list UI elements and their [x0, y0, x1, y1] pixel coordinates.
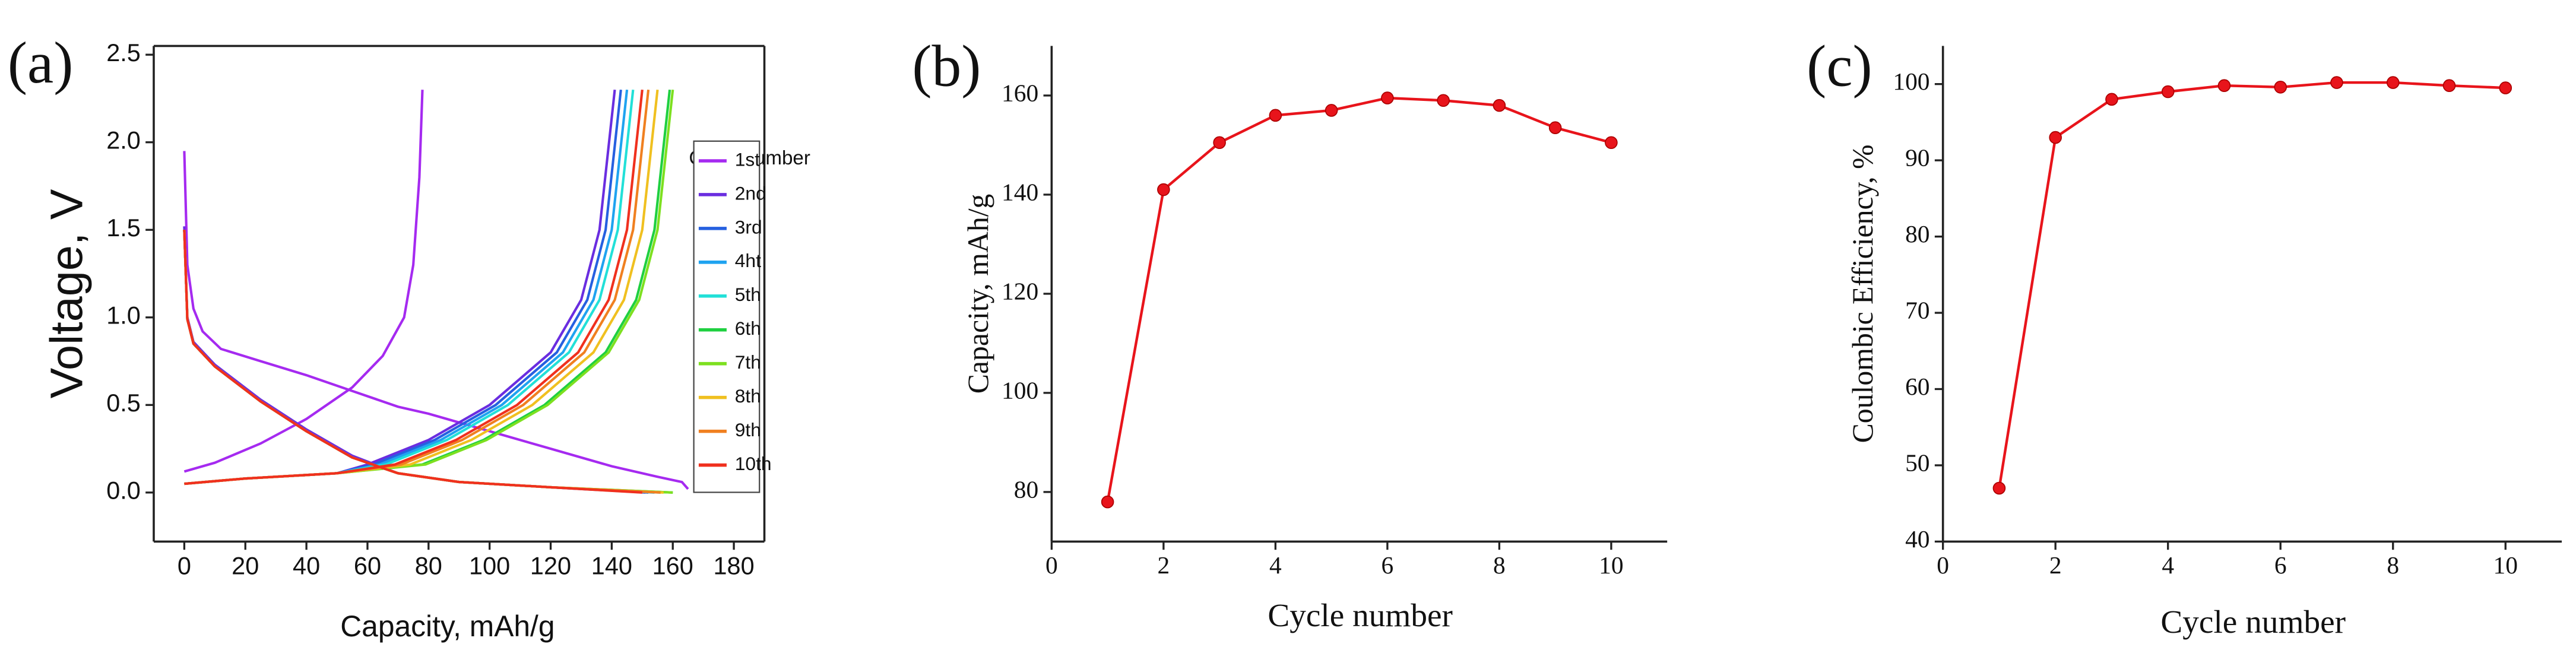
legend-label: 3rd — [735, 216, 762, 237]
y-tick-label: 50 — [1905, 449, 1929, 476]
x-tick-label: 180 — [713, 552, 754, 580]
data-point — [1992, 481, 2006, 495]
x-tick-label: 160 — [652, 552, 693, 580]
data-point — [2499, 81, 2512, 94]
y-tick-label: 160 — [1002, 79, 1038, 106]
x-axis-label: Cycle number — [2160, 604, 2346, 640]
data-point — [1381, 91, 1394, 104]
y-tick-label: 0.0 — [106, 477, 141, 505]
x-tick-label: 2 — [2049, 551, 2062, 579]
x-tick-label: 60 — [354, 552, 381, 580]
data-point — [2217, 79, 2231, 92]
y-tick-label: 90 — [1905, 144, 1929, 172]
x-tick-label: 8 — [2387, 551, 2399, 579]
data-line — [183, 89, 664, 494]
panel-label: (a) — [8, 30, 73, 96]
data-point — [1493, 99, 1506, 112]
x-tick-label: 10 — [1599, 551, 1623, 579]
data-line — [1998, 81, 2506, 488]
legend-label: 9th — [735, 419, 761, 440]
data-line — [183, 89, 673, 494]
x-tick-label: 10 — [2493, 551, 2518, 579]
y-tick-label: 70 — [1905, 297, 1929, 324]
data-point — [1213, 136, 1226, 150]
y-tick-label: 120 — [1002, 277, 1038, 304]
y-tick-label: 40 — [1905, 525, 1929, 553]
panel: (b) 80 100 120 140 160 0 2 4 6 8 10 Capacity, mAh/g C… — [912, 33, 1668, 633]
data-point — [1548, 121, 1562, 134]
x-tick-label: 120 — [530, 552, 571, 580]
data-point — [1437, 94, 1450, 107]
data-point — [2330, 76, 2343, 89]
x-tick-label: 140 — [591, 552, 632, 580]
legend-label: 1st — [735, 148, 761, 170]
y-axis-label: Coulombic Efficiency, % — [1846, 144, 1879, 443]
data-line — [183, 89, 644, 494]
panel-label: (b) — [912, 33, 981, 99]
x-tick-label: 4 — [2162, 551, 2174, 579]
legend-label: 7th — [735, 351, 761, 373]
data-point — [1605, 136, 1618, 150]
legend-label: 10th — [735, 453, 772, 474]
y-tick-label: 2.0 — [106, 126, 141, 154]
legend-label: 5th — [735, 284, 761, 305]
y-tick-label: 1.0 — [106, 302, 141, 329]
data-point — [2105, 93, 2118, 106]
data-line — [183, 89, 674, 494]
x-tick-label: 80 — [415, 552, 442, 580]
y-tick-label: 100 — [1893, 68, 1929, 95]
y-tick-label: 100 — [1002, 376, 1038, 404]
y-tick-label: 0.5 — [106, 389, 141, 417]
x-tick-label: 40 — [293, 552, 320, 580]
y-tick-label: 60 — [1905, 373, 1929, 400]
y-tick-label: 2.5 — [106, 39, 141, 66]
y-axis-label: Capacity, mAh/g — [962, 194, 994, 394]
x-tick-label: 2 — [1158, 551, 1170, 579]
legend-label: 6th — [735, 318, 761, 339]
x-axis-label: Capacity, mAh/g — [340, 610, 555, 643]
data-point — [2442, 79, 2456, 92]
data-point — [1157, 183, 1170, 196]
x-tick-label: 0 — [178, 552, 191, 580]
x-tick-label: 0 — [1045, 551, 1058, 579]
x-tick-label: 0 — [1937, 551, 1949, 579]
y-tick-label: 140 — [1002, 178, 1038, 205]
y-tick-label: 80 — [1014, 475, 1038, 503]
x-tick-label: 6 — [1382, 551, 1394, 579]
panel: (a) 0.0 0.5 1.0 1.5 2.0 2.5 0 20 40 60 80 100 120 140 1… — [8, 30, 810, 643]
data-line — [183, 89, 649, 494]
data-point — [2386, 76, 2400, 89]
x-tick-label: 20 — [232, 552, 259, 580]
legend-label: 2nd — [735, 182, 766, 204]
data-point — [2274, 81, 2287, 94]
legend-label: 8th — [735, 385, 761, 407]
data-point — [1101, 495, 1114, 509]
x-tick-label: 100 — [469, 552, 510, 580]
x-axis-label: Cycle number — [1268, 597, 1453, 633]
panel: (c) 40 50 60 70 80 90 100 0 2 4 6 8 10 Coulombic Effic… — [1807, 33, 2562, 640]
x-tick-label: 4 — [1269, 551, 1282, 579]
data-point — [1325, 104, 1338, 117]
legend-box — [693, 140, 761, 493]
x-tick-label: 8 — [1493, 551, 1506, 579]
data-point — [1269, 109, 1282, 122]
data-line — [183, 90, 689, 490]
y-axis-label: Voltage, V — [41, 189, 92, 398]
panel-label: (c) — [1807, 33, 1872, 99]
y-tick-label: 80 — [1905, 220, 1929, 248]
data-line — [1106, 96, 1612, 502]
legend-label: 4ht — [735, 250, 761, 271]
x-tick-label: 6 — [2274, 551, 2287, 579]
data-line — [183, 89, 646, 494]
y-tick-label: 1.5 — [106, 214, 141, 242]
data-point — [2161, 85, 2175, 99]
data-point — [2049, 131, 2062, 144]
